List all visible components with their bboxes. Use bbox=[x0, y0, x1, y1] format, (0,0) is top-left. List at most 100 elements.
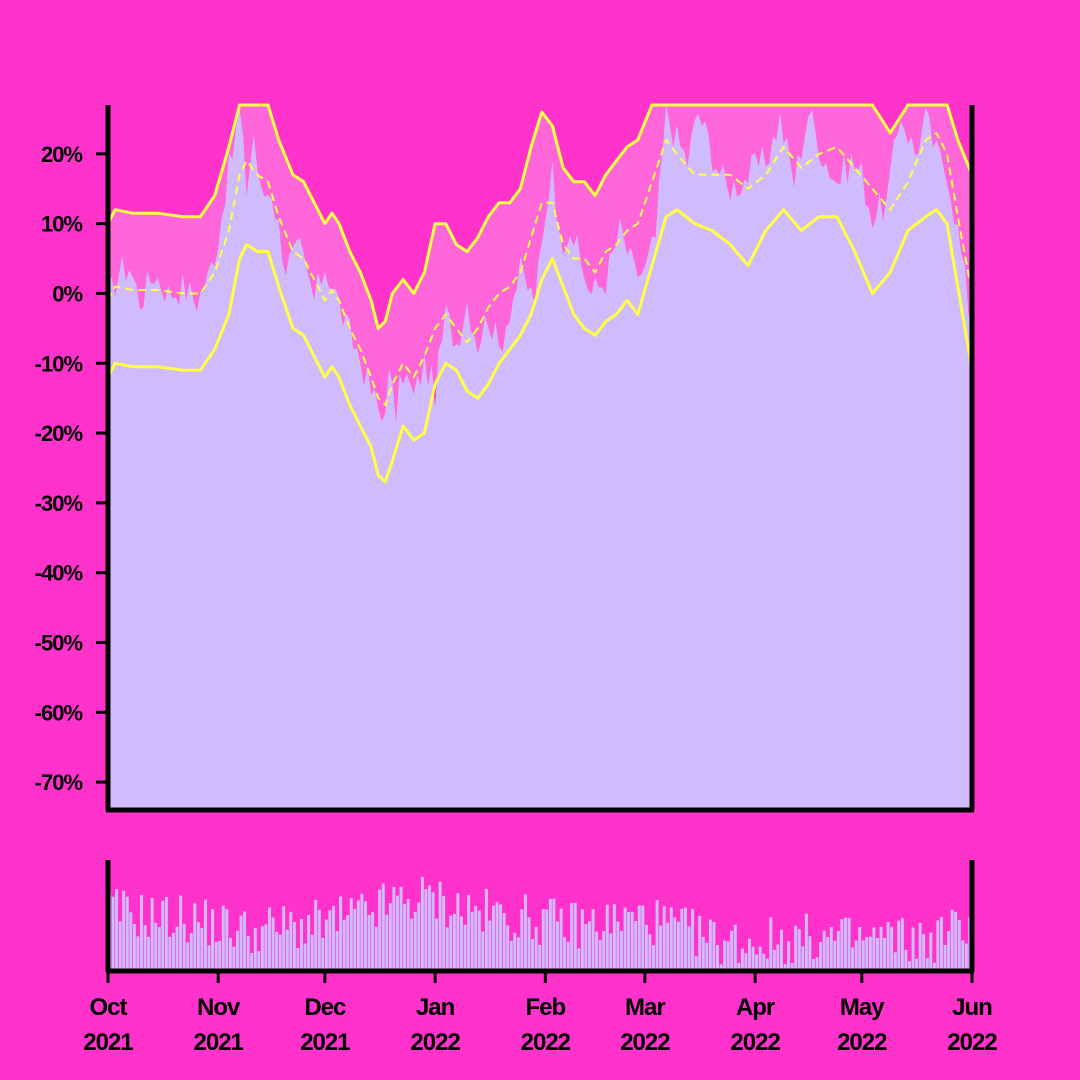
volume-bar bbox=[143, 925, 147, 971]
volume-bar bbox=[776, 944, 780, 971]
volume-bar bbox=[936, 920, 940, 971]
volume-bar bbox=[943, 945, 947, 971]
x-tick-label-month: Mar bbox=[625, 994, 665, 1021]
volume-bar bbox=[897, 920, 901, 971]
volume-bar bbox=[698, 915, 702, 971]
volume-bar bbox=[321, 937, 325, 971]
x-tick-label-year: 2021 bbox=[83, 1029, 133, 1056]
volume-bar bbox=[812, 959, 815, 971]
volume-bar bbox=[876, 938, 879, 971]
volume-bar bbox=[918, 923, 922, 971]
volume-bar bbox=[687, 926, 691, 971]
volume-bar bbox=[282, 906, 286, 971]
volume-bar bbox=[392, 887, 396, 971]
volume-bar bbox=[652, 945, 655, 971]
y-tick-label: 20% bbox=[41, 142, 82, 167]
volume-bar bbox=[691, 909, 695, 971]
volume-bar bbox=[175, 926, 179, 971]
volume-bar bbox=[218, 940, 222, 971]
x-tick-label-year: 2022 bbox=[730, 1029, 780, 1056]
volume-bar bbox=[314, 899, 318, 971]
volume-bar bbox=[630, 911, 634, 971]
volume-bar bbox=[161, 900, 165, 971]
volume-bar bbox=[456, 893, 460, 971]
volume-bar bbox=[207, 945, 211, 971]
volume-bar bbox=[890, 927, 894, 971]
volume-bar bbox=[438, 881, 442, 971]
volume-bar bbox=[598, 939, 602, 971]
volume-bar bbox=[534, 926, 538, 971]
volume-bar bbox=[836, 931, 840, 971]
volume-bar bbox=[488, 920, 492, 971]
x-tick-label-year: 2022 bbox=[837, 1029, 887, 1056]
volume-bar bbox=[623, 907, 627, 971]
volume-bar bbox=[516, 937, 520, 971]
x-tick-label-year: 2022 bbox=[410, 1029, 460, 1056]
volume-bar bbox=[200, 928, 204, 971]
volume-bar bbox=[726, 941, 730, 971]
volume-bar bbox=[844, 917, 847, 971]
volume-bar bbox=[790, 962, 794, 971]
volume-bar bbox=[612, 904, 616, 971]
volume-bar bbox=[879, 927, 883, 971]
y-tick-label: 10% bbox=[41, 212, 82, 237]
volume-bar bbox=[356, 900, 360, 971]
volume-bar bbox=[492, 905, 495, 971]
volume-bar bbox=[172, 932, 175, 971]
volume-bar bbox=[595, 931, 599, 971]
volume-bar bbox=[317, 909, 321, 971]
volume-bar bbox=[296, 948, 300, 971]
y-axis-ticks: -70% -60% -50% -40% -30% -20% -10% 0% 10% 20% bbox=[35, 142, 108, 795]
volume-bar bbox=[239, 915, 243, 971]
volume-bar bbox=[801, 946, 805, 971]
volume-bar bbox=[769, 917, 773, 971]
x-tick-label-year: 2021 bbox=[300, 1029, 350, 1056]
volume-bar bbox=[669, 907, 673, 971]
volume-bar bbox=[829, 927, 833, 971]
volume-bar bbox=[868, 936, 872, 971]
volume-bar bbox=[268, 907, 271, 971]
y-tick-label: 0% bbox=[52, 281, 82, 306]
volume-bar bbox=[147, 936, 151, 971]
volume-bar bbox=[154, 922, 158, 971]
volume-bar bbox=[328, 910, 332, 971]
volume-bar bbox=[886, 922, 890, 971]
volume-bar bbox=[371, 912, 375, 971]
volume-bar bbox=[221, 905, 225, 971]
y-tick-label: -40% bbox=[35, 561, 83, 586]
upper-band-line bbox=[106, 103, 974, 330]
volume-bar bbox=[129, 912, 133, 971]
volume-bar bbox=[307, 915, 311, 971]
volume-bar bbox=[484, 888, 488, 971]
volume-bar bbox=[737, 962, 741, 971]
y-tick-label: -20% bbox=[35, 421, 83, 446]
volume-bar bbox=[406, 899, 410, 971]
volume-bar bbox=[950, 909, 954, 971]
volume-bar bbox=[694, 956, 698, 971]
volume-bar bbox=[627, 912, 631, 971]
volume-bar bbox=[701, 936, 705, 971]
volume-bar bbox=[285, 929, 289, 971]
volume-bar bbox=[559, 908, 563, 971]
volume-bar bbox=[164, 897, 168, 971]
volume-bar bbox=[847, 918, 851, 971]
volume-bar bbox=[673, 917, 677, 971]
volume-bar bbox=[748, 938, 751, 971]
volume-bar bbox=[499, 904, 503, 971]
volume-bar bbox=[335, 931, 339, 971]
volume-bar bbox=[431, 892, 435, 971]
volume-bar bbox=[605, 904, 609, 971]
volume-bar bbox=[641, 905, 645, 971]
volume-bar bbox=[787, 941, 791, 971]
volume-bar bbox=[157, 927, 161, 971]
x-tick-label-year: 2022 bbox=[947, 1029, 997, 1056]
volume-bar bbox=[964, 943, 968, 971]
volume-bar bbox=[186, 942, 190, 971]
volume-bar bbox=[399, 886, 403, 971]
x-tick-label-month: Nov bbox=[197, 994, 241, 1021]
volume-bar bbox=[250, 953, 254, 971]
volume-bar bbox=[744, 953, 748, 971]
volume-bar bbox=[303, 943, 307, 971]
volume-bar bbox=[716, 945, 719, 971]
volume-bar bbox=[300, 919, 303, 971]
